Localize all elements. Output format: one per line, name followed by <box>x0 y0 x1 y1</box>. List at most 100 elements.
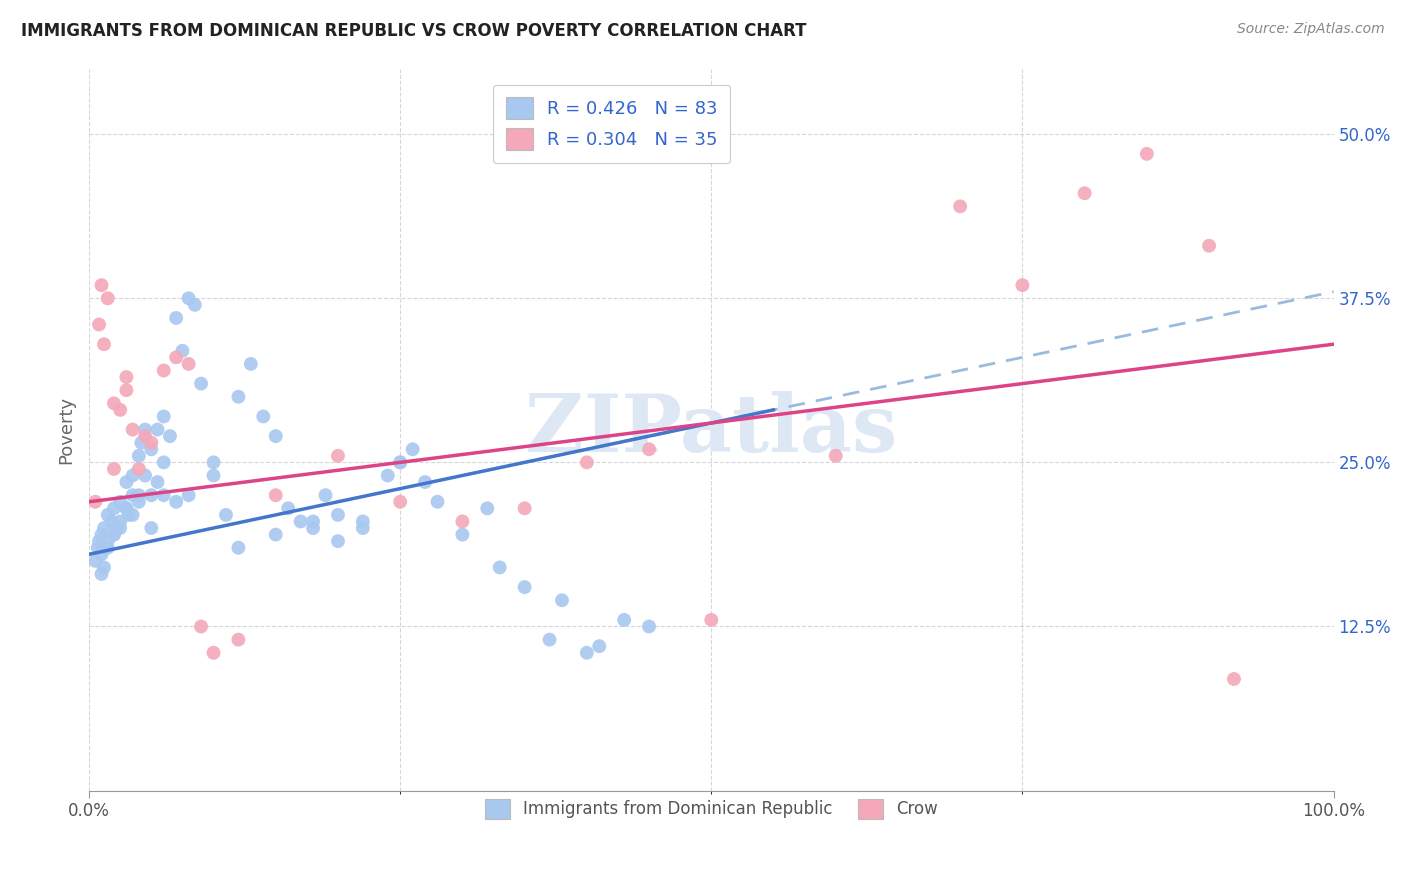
Point <box>477 501 499 516</box>
Point <box>105 521 128 535</box>
Point <box>103 527 125 541</box>
Point <box>97 541 120 555</box>
Point <box>134 423 156 437</box>
Point <box>426 495 449 509</box>
Point <box>177 488 200 502</box>
Point <box>302 515 325 529</box>
Point <box>141 488 163 502</box>
Point <box>118 508 141 522</box>
Point <box>488 560 510 574</box>
Point <box>165 310 187 325</box>
Point <box>152 455 174 469</box>
Point <box>84 554 107 568</box>
Point <box>146 475 169 489</box>
Point <box>90 278 112 293</box>
Point <box>352 515 374 529</box>
Point <box>115 475 138 489</box>
Point <box>90 527 112 541</box>
Point <box>165 351 187 365</box>
Point <box>128 449 150 463</box>
Point <box>94 541 117 555</box>
Point <box>128 488 150 502</box>
Point <box>152 488 174 502</box>
Point <box>824 449 846 463</box>
Point <box>575 455 598 469</box>
Point <box>377 468 399 483</box>
Point <box>115 370 138 384</box>
Point <box>228 390 250 404</box>
Point <box>228 632 250 647</box>
Point <box>389 455 412 469</box>
Point <box>146 423 169 437</box>
Text: ZIPatlas: ZIPatlas <box>526 391 897 468</box>
Point <box>326 508 349 522</box>
Point <box>93 521 115 535</box>
Point <box>177 291 200 305</box>
Point <box>326 534 349 549</box>
Point <box>551 593 574 607</box>
Point <box>202 468 225 483</box>
Point <box>302 521 325 535</box>
Point <box>121 468 143 483</box>
Point <box>290 515 312 529</box>
Point <box>103 396 125 410</box>
Text: IMMIGRANTS FROM DOMINICAN REPUBLIC VS CROW POVERTY CORRELATION CHART: IMMIGRANTS FROM DOMINICAN REPUBLIC VS CR… <box>21 22 807 40</box>
Point <box>1011 278 1033 293</box>
Point <box>949 199 972 213</box>
Point <box>588 639 610 653</box>
Legend: Immigrants from Dominican Republic, Crow: Immigrants from Dominican Republic, Crow <box>478 792 945 826</box>
Point <box>413 475 436 489</box>
Point <box>401 442 423 457</box>
Point <box>152 363 174 377</box>
Point <box>121 488 143 502</box>
Point <box>172 343 194 358</box>
Point <box>1073 186 1095 201</box>
Point <box>202 646 225 660</box>
Point <box>134 429 156 443</box>
Point <box>177 357 200 371</box>
Point <box>638 442 661 457</box>
Point <box>264 527 287 541</box>
Point <box>115 501 138 516</box>
Point <box>87 541 110 555</box>
Point <box>108 402 131 417</box>
Point <box>315 488 337 502</box>
Point <box>264 429 287 443</box>
Point <box>389 455 412 469</box>
Point <box>128 495 150 509</box>
Point <box>352 521 374 535</box>
Point <box>97 291 120 305</box>
Point <box>128 462 150 476</box>
Point <box>152 409 174 424</box>
Point <box>1198 239 1220 253</box>
Point <box>215 508 238 522</box>
Point <box>108 515 131 529</box>
Point <box>513 580 536 594</box>
Point <box>141 521 163 535</box>
Point <box>190 619 212 633</box>
Point <box>121 423 143 437</box>
Point <box>165 495 187 509</box>
Point <box>87 534 110 549</box>
Point <box>97 508 120 522</box>
Point <box>264 488 287 502</box>
Point <box>451 527 474 541</box>
Point <box>141 435 163 450</box>
Point <box>90 566 112 581</box>
Point <box>97 534 120 549</box>
Point <box>93 337 115 351</box>
Text: Source: ZipAtlas.com: Source: ZipAtlas.com <box>1237 22 1385 37</box>
Point <box>115 383 138 397</box>
Point <box>1136 146 1159 161</box>
Point <box>131 435 153 450</box>
Point <box>103 501 125 516</box>
Point <box>326 449 349 463</box>
Point <box>1223 672 1246 686</box>
Point <box>100 515 122 529</box>
Point <box>538 632 561 647</box>
Point <box>90 547 112 561</box>
Point <box>103 462 125 476</box>
Point <box>239 357 262 371</box>
Point <box>202 455 225 469</box>
Point <box>87 318 110 332</box>
